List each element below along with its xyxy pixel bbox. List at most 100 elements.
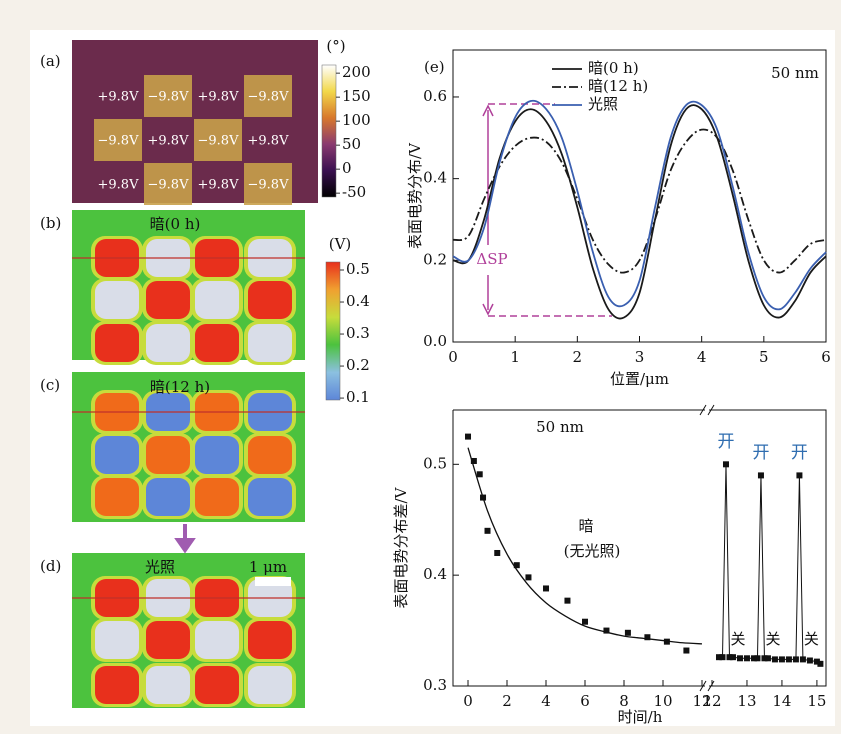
panel-label: (e)	[424, 58, 445, 76]
x-tick-label: 13	[737, 692, 756, 710]
colorbar-unit: (°)	[326, 37, 345, 55]
data-point	[663, 638, 670, 645]
map-cell-label: −9.8V	[248, 178, 290, 193]
colorbar-tick-label: 0.4	[346, 292, 370, 310]
fit-curve	[467, 447, 703, 645]
y-tick-label: 0.5	[423, 454, 447, 472]
map-title: 光照	[145, 558, 175, 576]
map-cell-label: −9.8V	[198, 134, 240, 149]
map-domain	[195, 324, 239, 362]
data-point	[715, 654, 722, 661]
y-tick-label: 0.2	[423, 250, 447, 268]
x-axis-label: 位置/μm	[610, 370, 669, 388]
colorbar-unit: (V)	[329, 235, 352, 253]
map-cell-label: +9.8V	[248, 134, 290, 149]
map-domain	[248, 621, 292, 659]
data-point	[582, 618, 589, 625]
data-point	[525, 574, 532, 581]
map-domain	[248, 281, 292, 319]
map-cell-label: −9.8V	[248, 90, 290, 105]
axis-break	[699, 404, 715, 692]
arrow	[174, 524, 196, 554]
map-domain	[144, 163, 192, 205]
x-tick-label: 1	[510, 348, 520, 366]
y-tick-label: 0.0	[423, 332, 447, 350]
colorbar	[325, 261, 341, 401]
scale-label: 1 μm	[249, 558, 287, 576]
delta-label: ΔSP	[476, 250, 507, 268]
data-point	[750, 655, 757, 662]
map-domain	[146, 621, 190, 659]
data-point	[722, 461, 729, 468]
map-domain	[195, 666, 239, 704]
x-tick-label: 4	[697, 348, 707, 366]
panel-label: (b)	[40, 214, 61, 232]
data-point	[683, 647, 690, 654]
data-line	[452, 99, 827, 311]
map-domain	[244, 163, 292, 205]
legend-label: 暗(12 h)	[588, 77, 648, 95]
map-domain	[195, 436, 239, 474]
x-tick-label: 4	[541, 692, 551, 710]
map-cell-label: +9.8V	[148, 134, 190, 149]
data-point	[465, 433, 472, 440]
map-cell-label: −9.8V	[148, 90, 190, 105]
legend-label: 暗(0 h)	[588, 59, 639, 77]
delta-guide	[488, 103, 612, 317]
data-point	[754, 655, 761, 662]
data-point	[761, 655, 768, 662]
data-point	[470, 457, 477, 464]
y-tick-label: 0.6	[423, 87, 447, 105]
data-point	[480, 494, 487, 501]
data-point	[719, 654, 726, 661]
colorbar-tick-label: -50	[342, 183, 366, 201]
data-point	[729, 654, 736, 661]
map-cell-label: −9.8V	[148, 178, 190, 193]
x-tick-label: 0	[463, 692, 473, 710]
map-cell-label: +9.8V	[98, 90, 140, 105]
colorbar-tick-label: 100	[342, 111, 371, 129]
annotation: 50 nm	[771, 64, 819, 82]
data-point	[813, 658, 820, 665]
x-tick-label: 6	[580, 692, 590, 710]
map-title: 暗(12 h)	[150, 378, 210, 396]
x-tick-label: 6	[821, 348, 831, 366]
off-label: 关	[804, 630, 819, 648]
map-title: 暗(0 h)	[150, 215, 201, 233]
x-tick-label: 12	[702, 692, 721, 710]
annotation: 50 nm	[536, 418, 584, 436]
map-cell-label: +9.8V	[198, 90, 240, 105]
map-domain	[146, 324, 190, 362]
annotation: 暗	[578, 517, 593, 535]
map-domain	[248, 436, 292, 474]
map-domain	[248, 324, 292, 362]
colorbar-tick-label: 150	[342, 87, 371, 105]
y-axis-label: 表面电势分布/V	[406, 142, 424, 249]
map-domain	[146, 436, 190, 474]
data-point	[603, 627, 610, 634]
map-domain	[248, 666, 292, 704]
colorbar-tick-label: 200	[342, 63, 371, 81]
y-tick-label: 0.3	[423, 676, 447, 694]
data-line	[452, 104, 827, 320]
map-domain	[94, 119, 142, 161]
data-line	[452, 128, 827, 274]
data-point	[792, 656, 799, 663]
delta-arrow	[482, 104, 494, 316]
data-point	[564, 597, 571, 604]
map-domain	[195, 281, 239, 319]
data-point	[624, 629, 631, 636]
colorbar-tick-label: 0.2	[346, 356, 370, 374]
data-point	[494, 549, 501, 556]
map-domain	[194, 119, 242, 161]
x-tick-label: 3	[635, 348, 645, 366]
data-point	[543, 585, 550, 592]
x-tick-label: 8	[619, 692, 629, 710]
data-point	[476, 471, 483, 478]
map-cell-label: −9.8V	[98, 134, 140, 149]
colorbar-tick-label: 0.5	[346, 260, 370, 278]
x-tick-label: 2	[573, 348, 583, 366]
colorbar-tick-label: 0.3	[346, 324, 370, 342]
data-point	[785, 656, 792, 663]
